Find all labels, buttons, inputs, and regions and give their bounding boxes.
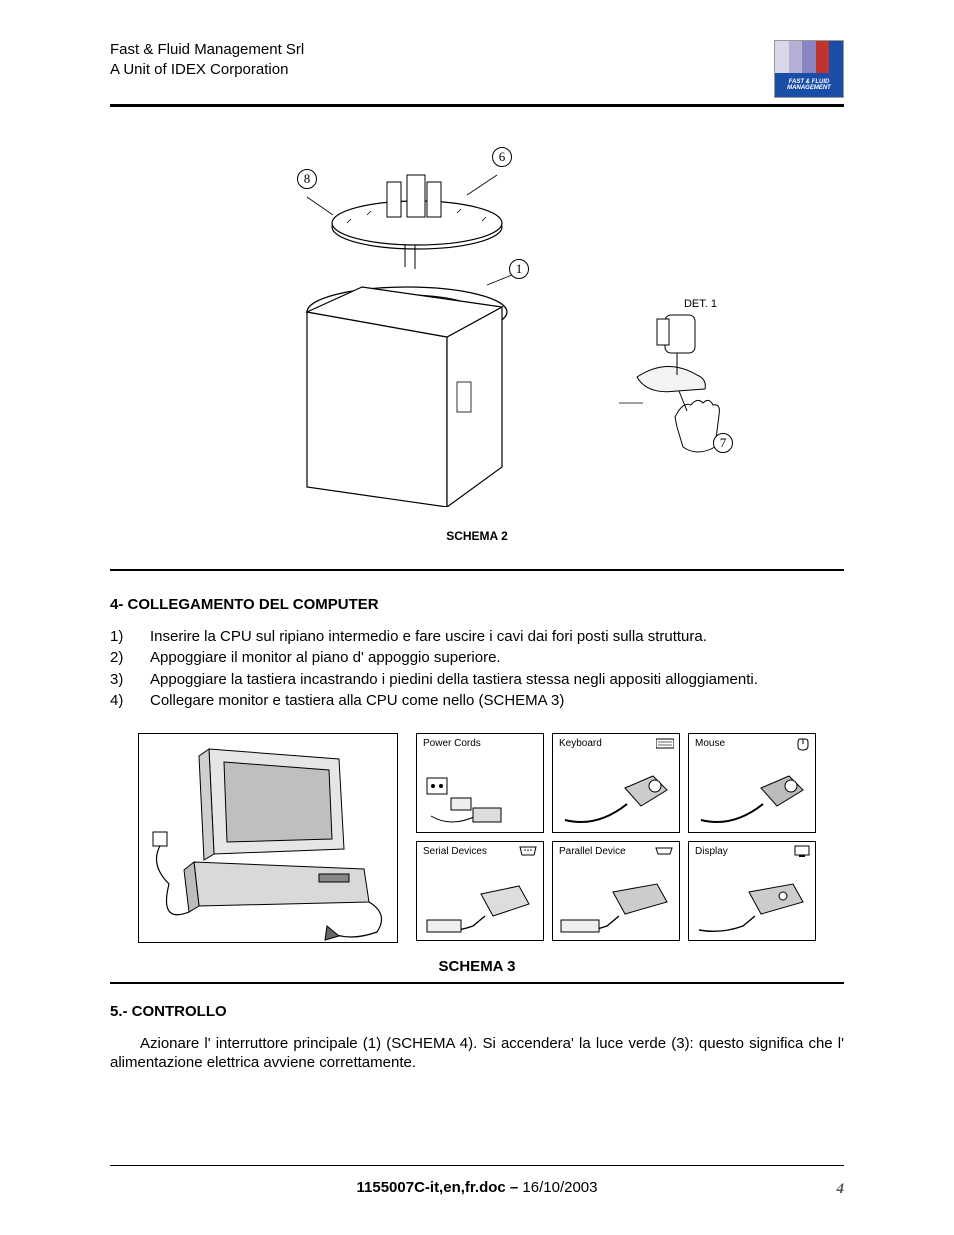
mouse-plug-icon — [693, 768, 811, 828]
footer-doc: 1155007C-it,en,fr.doc – — [357, 1179, 519, 1196]
parallel-plug-icon — [557, 876, 675, 936]
divider-1 — [110, 569, 844, 571]
serial-port-icon — [518, 845, 538, 861]
brand-logo: FAST & FLUID MANAGEMENT — [774, 40, 844, 98]
list-text: Inserire la CPU sul ripiano intermedio e… — [150, 627, 844, 647]
logo-label: FAST & FLUID MANAGEMENT — [775, 73, 843, 97]
conn-keyboard: Keyboard — [552, 733, 680, 833]
page-number: 4 — [837, 1180, 845, 1200]
list-item: 1)Inserire la CPU sul ripiano intermedio… — [110, 627, 844, 647]
machine-sketch-icon — [287, 167, 537, 507]
footer-rule — [110, 1165, 844, 1166]
page-header: Fast & Fluid Management Srl A Unit of ID… — [110, 40, 844, 107]
logo-text-1: FAST & FLUID — [775, 79, 843, 86]
footer-date: 16/10/2003 — [522, 1179, 597, 1196]
list-num: 1) — [110, 627, 150, 647]
schema2-diagram: DET. 1 8 6 1 7 SCHEMA 2 — [110, 125, 844, 555]
parallel-port-icon — [654, 845, 674, 861]
keyboard-icon — [656, 737, 674, 753]
conn-mouse: Mouse — [688, 733, 816, 833]
schema3-caption: SCHEMA 3 — [110, 957, 844, 977]
list-item: 2)Appoggiare il monitor al piano d' appo… — [110, 648, 844, 668]
logo-stripes — [775, 41, 843, 73]
power-cord-icon — [421, 768, 539, 828]
schema2-drawing: DET. 1 8 6 1 7 — [287, 147, 667, 517]
list-num: 2) — [110, 648, 150, 668]
section5-body: Azionare l' interruttore principale (1) … — [110, 1034, 844, 1073]
det1-label: DET. 1 — [684, 297, 717, 311]
list-text: Collegare monitor e tastiera alla CPU co… — [150, 691, 844, 711]
list-item: 3)Appoggiare la tastiera incastrando i p… — [110, 670, 844, 690]
conn-display: Display — [688, 841, 816, 941]
section4-title: 4- COLLEGAMENTO DEL COMPUTER — [110, 595, 844, 615]
header-line2: A Unit of IDEX Corporation — [110, 60, 304, 80]
cell-label: Mouse — [695, 737, 725, 750]
header-company: Fast & Fluid Management Srl A Unit of ID… — [110, 40, 304, 79]
list-text: Appoggiare la tastiera incastrando i pie… — [150, 670, 844, 690]
section5-title: 5.- CONTROLLO — [110, 1002, 844, 1022]
schema3-diagram: Power Cords Keyboard Mouse — [110, 733, 844, 943]
footer-text: 1155007C-it,en,fr.doc – 16/10/2003 — [357, 1179, 598, 1196]
list-text: Appoggiare il monitor al piano d' appogg… — [150, 648, 844, 668]
header-line1: Fast & Fluid Management Srl — [110, 40, 304, 60]
serial-plug-icon — [421, 876, 539, 936]
connection-grid: Power Cords Keyboard Mouse — [416, 733, 816, 943]
list-item: 4)Collegare monitor e tastiera alla CPU … — [110, 691, 844, 711]
conn-parallel: Parallel Device — [552, 841, 680, 941]
schema2-caption: SCHEMA 2 — [446, 529, 508, 545]
computer-sketch — [138, 733, 398, 943]
divider-2 — [110, 982, 844, 984]
conn-power-cords: Power Cords — [416, 733, 544, 833]
list-num: 4) — [110, 691, 150, 711]
conn-serial: Serial Devices — [416, 841, 544, 941]
cell-label: Keyboard — [559, 737, 602, 750]
section5-text: Azionare l' interruttore principale (1) … — [110, 1034, 844, 1073]
page-footer: 1155007C-it,en,fr.doc – 16/10/2003 4 — [110, 1165, 844, 1198]
cell-label: Power Cords — [423, 737, 481, 750]
display-plug-icon — [693, 876, 811, 936]
callout-6: 6 — [492, 147, 512, 167]
section4-list: 1)Inserire la CPU sul ripiano intermedio… — [110, 627, 844, 711]
list-num: 3) — [110, 670, 150, 690]
mouse-icon — [796, 737, 810, 755]
logo-text-2: MANAGEMENT — [775, 85, 843, 92]
keyboard-plug-icon — [557, 768, 675, 828]
cell-label: Parallel Device — [559, 845, 626, 858]
display-icon — [794, 845, 810, 861]
cell-label: Display — [695, 845, 728, 858]
footer-content: 1155007C-it,en,fr.doc – 16/10/2003 4 — [110, 1178, 844, 1198]
cell-label: Serial Devices — [423, 845, 487, 858]
computer-sketch-icon — [139, 734, 399, 944]
